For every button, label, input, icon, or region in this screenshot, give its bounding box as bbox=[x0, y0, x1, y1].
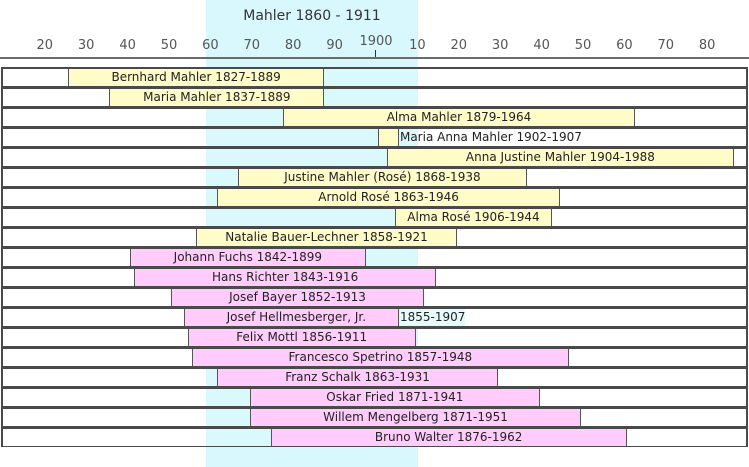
lifespan-bar: Alma Rosé 1906-1944 bbox=[394, 209, 553, 226]
lifespan-bar: Felix Mottl 1856-1911 bbox=[187, 329, 416, 346]
lifespan-bar: Hans Richter 1843-1916 bbox=[134, 269, 437, 286]
bar-label: Josef Bayer 1852-1913 bbox=[229, 290, 366, 304]
timeline-row: Justine Mahler (Rosé) 1868-1938 bbox=[1, 167, 748, 187]
lifespan-bar: Franz Schalk 1863-1931 bbox=[216, 369, 499, 386]
bar-label: Arnold Rosé 1863-1946 bbox=[318, 190, 459, 204]
chart-title: Mahler 1860 - 1911 bbox=[243, 8, 381, 24]
timeline-row: Johann Fuchs 1842-1899 bbox=[1, 247, 748, 267]
timeline-row: Arnold Rosé 1863-1946 bbox=[1, 187, 748, 207]
timeline-row: Oskar Fried 1871-1941 bbox=[1, 387, 748, 407]
timeline-row: Maria Mahler 1837-1889 bbox=[1, 87, 748, 107]
lifespan-bar: Bruno Walter 1876-1962 bbox=[270, 429, 627, 446]
timeline-row: Bernhard Mahler 1827-1889 bbox=[1, 67, 748, 87]
tick-label: 10 bbox=[409, 38, 426, 53]
lifespan-bar: Bernhard Mahler 1827-1889 bbox=[67, 69, 325, 86]
bar-label: Felix Mottl 1856-1911 bbox=[236, 330, 368, 344]
row-highlight bbox=[206, 209, 418, 226]
timeline-row: Willem Mengelberg 1871-1951 bbox=[1, 407, 748, 427]
bar-label: Alma Mahler 1879-1964 bbox=[386, 110, 532, 124]
timeline-row: Josef Hellmesberger, Jr. 1855-1907 bbox=[1, 307, 748, 327]
tick-label: 70 bbox=[657, 38, 675, 53]
tick-label: 70 bbox=[243, 38, 261, 53]
timeline-row: Alma Rosé 1906-1944 bbox=[1, 207, 748, 227]
tick-label: 30 bbox=[77, 38, 95, 53]
tick-label: 1900 bbox=[359, 34, 393, 49]
timeline-row: Maria Anna Mahler 1902-1907 bbox=[1, 127, 748, 147]
bar-label: Oskar Fried 1871-1941 bbox=[326, 390, 464, 404]
tick-label: 60 bbox=[202, 38, 219, 53]
bar-label: Alma Rosé 1906-1944 bbox=[407, 210, 540, 224]
tick-label: 20 bbox=[450, 38, 468, 53]
tick-label: 60 bbox=[616, 38, 633, 53]
bar-label: Maria Anna Mahler 1902-1907 bbox=[399, 130, 582, 144]
timeline-rows: Bernhard Mahler 1827-1889 Maria Mahler 18… bbox=[0, 67, 749, 447]
lifespan-bar: Justine Mahler (Rosé) 1868-1938 bbox=[237, 169, 528, 186]
bar-label: Hans Richter 1843-1916 bbox=[212, 270, 359, 284]
timeline-row: Franz Schalk 1863-1931 bbox=[1, 367, 748, 387]
lifespan-bar: Alma Mahler 1879-1964 bbox=[283, 109, 635, 126]
lifespan-bar: Oskar Fried 1871-1941 bbox=[249, 389, 540, 406]
tick-label: 40 bbox=[533, 38, 550, 53]
tick-label: 80 bbox=[698, 38, 716, 53]
tick-mark-1900 bbox=[375, 50, 376, 58]
bar-label: Franz Schalk 1863-1931 bbox=[285, 370, 430, 384]
bar-years-label: 1855-1907 bbox=[399, 309, 466, 326]
tick-label: 80 bbox=[284, 38, 302, 53]
timeline-row: Josef Bayer 1852-1913 bbox=[1, 287, 748, 307]
bar-label: Willem Mengelberg 1871-1951 bbox=[323, 410, 508, 424]
tick-label: 30 bbox=[491, 38, 509, 53]
bar-label: Bruno Walter 1876-1962 bbox=[374, 430, 523, 444]
timeline-row: Francesco Spetrino 1857-1948 bbox=[1, 347, 748, 367]
tick-label: 40 bbox=[119, 38, 136, 53]
timeline-row: Bruno Walter 1876-1962 bbox=[1, 427, 748, 447]
lifespan-bar: Maria Mahler 1837-1889 bbox=[109, 89, 325, 106]
bar-label: Anna Justine Mahler 1904-1988 bbox=[465, 150, 655, 164]
lifespan-bar: Francesco Spetrino 1857-1948 bbox=[191, 349, 569, 366]
lifespan-bar bbox=[378, 129, 399, 146]
lifespan-bar: Josef Hellmesberger, Jr. bbox=[183, 309, 399, 326]
lifespan-bar: Natalie Bauer-Lechner 1858-1921 bbox=[196, 229, 457, 246]
row-highlight bbox=[206, 129, 418, 146]
lifespan-bar: Anna Justine Mahler 1904-1988 bbox=[386, 149, 735, 166]
bar-label: Francesco Spetrino 1857-1948 bbox=[288, 350, 473, 364]
timeline-row: Anna Justine Mahler 1904-1988 bbox=[1, 147, 748, 167]
lifespan-bar: Arnold Rosé 1863-1946 bbox=[216, 189, 561, 206]
lifespan-bar: Josef Bayer 1852-1913 bbox=[171, 289, 424, 306]
time-axis bbox=[0, 57, 749, 59]
lifespan-bar: Willem Mengelberg 1871-1951 bbox=[249, 409, 582, 426]
timeline-row: Alma Mahler 1879-1964 bbox=[1, 107, 748, 127]
bar-label: Johann Fuchs 1842-1899 bbox=[173, 250, 323, 264]
tick-label: 50 bbox=[574, 38, 592, 53]
bar-label: Josef Hellmesberger, Jr. bbox=[226, 310, 367, 324]
bar-label: Justine Mahler (Rosé) 1868-1938 bbox=[284, 170, 481, 184]
bar-label: Maria Mahler 1837-1889 bbox=[143, 90, 291, 104]
timeline-row: Hans Richter 1843-1916 bbox=[1, 267, 748, 287]
timeline-row: Felix Mottl 1856-1911 bbox=[1, 327, 748, 347]
lifespan-bar: Johann Fuchs 1842-1899 bbox=[129, 249, 366, 266]
tick-label: 90 bbox=[326, 38, 343, 53]
tick-label: 50 bbox=[160, 38, 178, 53]
tick-label: 20 bbox=[36, 38, 54, 53]
row-highlight bbox=[206, 149, 418, 166]
timeline-row: Natalie Bauer-Lechner 1858-1921 bbox=[1, 227, 748, 247]
bar-label: Natalie Bauer-Lechner 1858-1921 bbox=[225, 230, 428, 244]
bar-label: Bernhard Mahler 1827-1889 bbox=[111, 70, 281, 84]
